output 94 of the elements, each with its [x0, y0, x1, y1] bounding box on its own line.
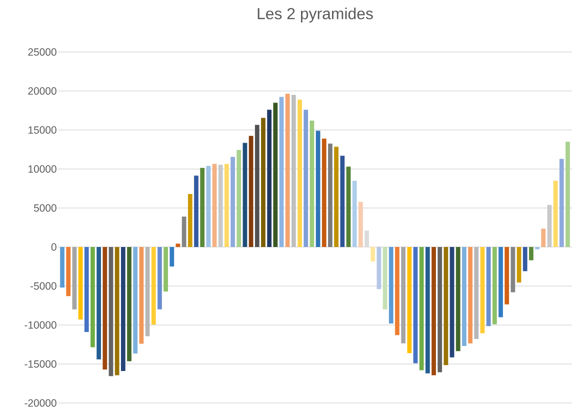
y-tick-label: -5000: [30, 282, 56, 290]
bar: [285, 94, 290, 247]
bar: [188, 194, 192, 247]
bar: [310, 120, 314, 247]
bar: [395, 247, 400, 336]
y-tick-label: 0: [51, 243, 56, 251]
bar: [114, 247, 120, 376]
bar: [139, 247, 144, 344]
bar: [444, 247, 448, 366]
bar: [450, 247, 454, 358]
bar: [164, 247, 168, 292]
bar: [541, 228, 546, 247]
bar: [388, 247, 394, 324]
bar: [474, 247, 479, 340]
bar: [158, 247, 162, 310]
bar: [340, 156, 345, 247]
bar: [553, 180, 558, 247]
y-tick-label: 20000: [28, 87, 56, 95]
bar: [84, 247, 89, 332]
bar: [547, 204, 552, 247]
bar: [486, 247, 491, 326]
bar: [516, 247, 522, 282]
bar: [254, 124, 260, 247]
bar: [419, 247, 424, 370]
bar: [559, 158, 564, 247]
bar: [382, 247, 388, 310]
bar: [522, 247, 528, 272]
bar: [176, 244, 180, 247]
bar: [194, 176, 198, 247]
bar: [242, 142, 248, 247]
y-tick-label: -20000: [24, 399, 56, 407]
bar: [120, 247, 126, 372]
bar: [127, 247, 132, 362]
bar: [261, 118, 266, 247]
bar: [145, 247, 150, 336]
bar: [248, 136, 254, 247]
bar: [200, 168, 205, 247]
bar: [328, 144, 332, 247]
bar: [108, 247, 114, 376]
bar: [279, 96, 284, 247]
bar: [456, 247, 460, 352]
bar: [352, 180, 357, 247]
bar: [376, 247, 382, 290]
bar: [96, 247, 101, 360]
bar: [468, 247, 472, 344]
bar: [413, 247, 418, 364]
bar: [273, 102, 278, 247]
bar: [291, 94, 296, 247]
bar: [212, 164, 217, 247]
y-tick-label: 25000: [28, 48, 56, 56]
bar: [510, 247, 516, 292]
bar: [151, 247, 156, 325]
bar: [218, 164, 223, 247]
bar: [304, 110, 308, 247]
bar: [102, 247, 108, 370]
bar: [236, 150, 242, 247]
bar: [480, 247, 485, 334]
bar: [432, 247, 436, 376]
bar: [334, 146, 339, 247]
bar: [438, 247, 442, 372]
bar: [407, 247, 412, 354]
bar: [60, 247, 64, 288]
bar: [498, 247, 503, 318]
bar: [72, 247, 77, 310]
bar: [364, 230, 369, 247]
bar: [529, 247, 534, 260]
bar: [462, 247, 466, 346]
bar: [316, 130, 320, 247]
y-tick-label: 10000: [28, 165, 56, 173]
bar: [425, 247, 430, 374]
bar: [322, 138, 326, 247]
bar: [358, 202, 363, 247]
bar: [492, 247, 497, 324]
y-tick-label: -10000: [24, 321, 56, 329]
bar: [267, 110, 272, 247]
y-tick-label: 5000: [34, 204, 56, 212]
bar: [224, 164, 229, 247]
bar: [504, 247, 510, 304]
bar: [298, 100, 302, 247]
bar: [566, 142, 570, 247]
bar: [206, 166, 211, 247]
y-tick-label: -15000: [24, 360, 56, 368]
bar: [170, 247, 174, 266]
bar: [78, 247, 83, 320]
bar: [90, 247, 95, 348]
bar: [230, 156, 235, 247]
bar: [182, 216, 186, 247]
bar: [133, 247, 138, 354]
y-tick-label: 15000: [28, 126, 56, 134]
bar: [370, 247, 376, 262]
chart-title: Les 2 pyramides: [258, 8, 373, 22]
bar: [401, 247, 406, 344]
bar: [346, 166, 351, 247]
bar: [66, 247, 71, 296]
